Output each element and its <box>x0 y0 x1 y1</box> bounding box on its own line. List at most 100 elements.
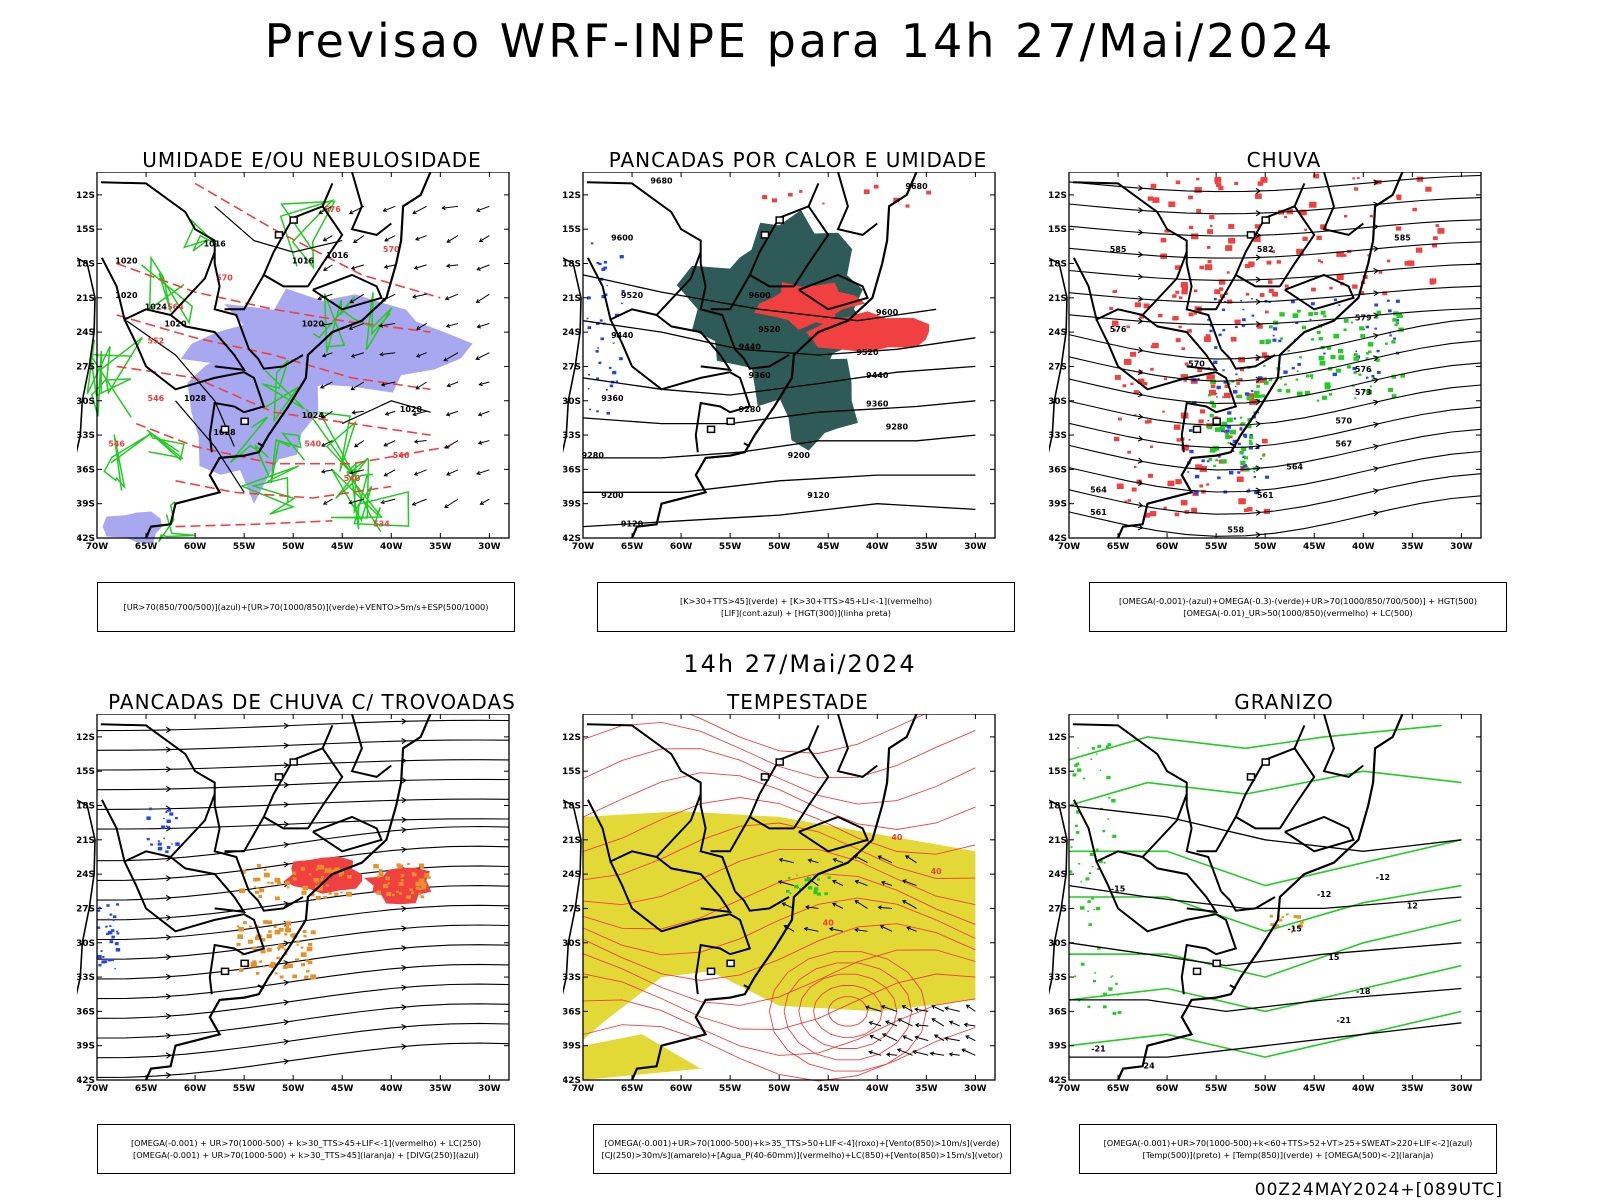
lifted-index-mark <box>587 326 592 330</box>
streamline <box>1068 285 1482 303</box>
green-rain-area <box>1310 338 1315 341</box>
wind-vector <box>915 1036 929 1042</box>
border-line <box>1293 725 1306 749</box>
wind-vector <box>902 900 917 909</box>
streamline-arrow <box>1373 333 1380 340</box>
lon-label: 60W <box>184 542 207 552</box>
red-rain-area <box>1261 438 1268 444</box>
orange-storm-area <box>256 925 260 928</box>
lat-label: 36S <box>77 1007 95 1017</box>
wind-vector-head <box>865 1005 870 1010</box>
red-rain-area <box>1180 282 1188 288</box>
streamline-arrow <box>1255 210 1262 217</box>
divergence-mark <box>109 925 112 928</box>
wind-vector <box>833 858 844 864</box>
wind-vector-head <box>877 855 882 860</box>
wind-vector <box>445 293 459 300</box>
lat-label: 15S <box>563 225 581 235</box>
orange-storm-area <box>279 975 284 979</box>
red-instability-area <box>873 184 879 189</box>
lat-label: 27S <box>1049 362 1067 372</box>
orange-storm-area <box>300 867 306 871</box>
temp-850-contour <box>1107 818 1110 820</box>
red-rain-area <box>1272 291 1278 297</box>
blue-rain-area <box>1376 349 1380 353</box>
blue-rain-area <box>1239 428 1243 431</box>
lon-label: 50W <box>1254 1084 1277 1094</box>
red-rain-area <box>1228 237 1236 244</box>
border-line <box>101 793 216 863</box>
temp-850-contour <box>1106 775 1111 780</box>
wind-vector-head <box>445 412 451 417</box>
wind-vector-head <box>350 386 355 391</box>
height-contour <box>582 400 976 425</box>
lifted-index-mark <box>612 370 617 375</box>
border-line <box>100 181 250 350</box>
wind-vector <box>477 322 490 328</box>
red-rain-area <box>1261 352 1267 357</box>
streamline <box>96 1042 510 1078</box>
green-humidity-contour <box>157 501 196 543</box>
green-rain-area <box>1246 424 1252 429</box>
blue-rain-area <box>1338 304 1341 306</box>
orange-storm-area <box>313 878 320 883</box>
contour-label: 579 <box>1355 314 1372 323</box>
wind-vector <box>447 381 459 387</box>
wind-vector-head <box>944 1006 949 1011</box>
red-rain-area <box>1239 426 1243 430</box>
green-rain-area <box>1321 395 1328 400</box>
wind-vector <box>384 235 396 242</box>
blue-rain-area <box>1249 434 1253 437</box>
contour-label: 9440 <box>611 331 634 340</box>
blue-rain-area <box>1365 376 1369 379</box>
divergence-mark <box>167 809 172 812</box>
divergence-mark <box>110 929 115 932</box>
orange-storm-area <box>236 942 241 947</box>
streamline-arrow <box>165 1072 172 1079</box>
wind-vector-head <box>868 1050 873 1055</box>
wind-vector-head <box>443 357 448 362</box>
streamline <box>96 818 510 830</box>
lat-label: 36S <box>1049 465 1067 475</box>
red-rain-area <box>1284 215 1288 219</box>
divergence-mark <box>97 909 101 912</box>
contour-label: 567 <box>1335 440 1352 449</box>
blue-rain-area <box>1194 474 1200 479</box>
red-rain-area <box>1236 476 1244 482</box>
red-rain-area <box>1219 294 1225 299</box>
temp-850-contour <box>1099 860 1103 864</box>
wind-vector-head <box>350 353 356 358</box>
temp-500-contour <box>1069 987 1462 1013</box>
green-rain-area <box>1360 334 1366 338</box>
red-rain-area <box>1144 420 1150 424</box>
border-line <box>1095 861 1238 995</box>
red-rain-area <box>1150 445 1154 449</box>
blue-rain-area <box>1241 318 1246 322</box>
border-line <box>1322 714 1364 778</box>
streamline <box>96 1003 510 1039</box>
orange-storm-area <box>270 881 274 885</box>
blue-rain-area <box>1332 372 1337 377</box>
divergence-mark <box>102 955 105 958</box>
temp-850-contour <box>1096 867 1100 870</box>
legend-line: [LIF](cont.azul) + [HGT(300)](linha pret… <box>720 608 892 618</box>
border-line <box>1229 442 1237 448</box>
lat-label: 18S <box>77 260 95 270</box>
red-rain-area <box>1118 417 1122 421</box>
green-rain-area <box>1263 365 1266 367</box>
temp-500-contour <box>1068 804 1462 852</box>
temp-850-contour <box>1075 831 1080 834</box>
streamline <box>96 1022 510 1059</box>
blue-rain-area <box>1283 370 1288 374</box>
wind-vector <box>479 381 490 386</box>
streamline-arrow <box>1255 232 1262 239</box>
red-rain-area <box>1255 193 1262 199</box>
water-vapour-contour <box>582 748 976 805</box>
green-rain-area <box>1249 442 1253 446</box>
contour-label: 9440 <box>739 342 762 351</box>
lifted-index-mark <box>604 293 608 297</box>
orange-storm-area <box>255 972 260 975</box>
legend-line: [OMEGA(-0.001) + UR>70(1000-500) + k>30_… <box>133 1150 479 1160</box>
streamline <box>1068 450 1482 493</box>
streamline-arrow <box>283 722 290 729</box>
